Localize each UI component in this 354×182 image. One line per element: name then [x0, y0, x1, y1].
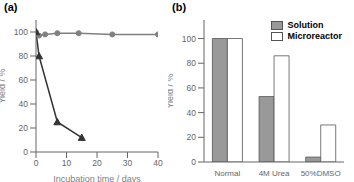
- svg-text:0: 0: [191, 157, 196, 167]
- svg-text:10: 10: [62, 158, 72, 168]
- svg-text:0: 0: [34, 158, 39, 168]
- svg-text:80: 80: [187, 58, 197, 68]
- svg-text:20: 20: [187, 132, 197, 142]
- html-text:(a): (a): [4, 1, 18, 13]
- svg-text:100: 100: [14, 27, 28, 37]
- html-text:Solution: Solution: [287, 20, 324, 30]
- svg-text:Yield / %: Yield / %: [168, 73, 175, 108]
- html-text:(b): (b): [172, 1, 186, 13]
- html-text:Microreactor: Microreactor: [287, 31, 342, 41]
- svg-text:40: 40: [153, 158, 163, 168]
- svg-text:100: 100: [182, 34, 196, 44]
- svg-text:4M Urea: 4M Urea: [259, 169, 290, 178]
- svg-text:40: 40: [19, 99, 29, 109]
- svg-text:30: 30: [123, 158, 133, 168]
- svg-text:50%DMSO: 50%DMSO: [301, 169, 341, 178]
- svg-text:0: 0: [23, 147, 28, 157]
- svg-text:40: 40: [187, 108, 197, 118]
- svg-text:60: 60: [19, 75, 29, 85]
- svg-text:Normal: Normal: [214, 169, 240, 178]
- svg-text:80: 80: [19, 51, 29, 61]
- svg-text:60: 60: [187, 83, 197, 93]
- svg-text:Incubation time / days: Incubation time / days: [53, 174, 141, 182]
- svg-text:20: 20: [92, 158, 102, 168]
- svg-text:20: 20: [19, 123, 29, 133]
